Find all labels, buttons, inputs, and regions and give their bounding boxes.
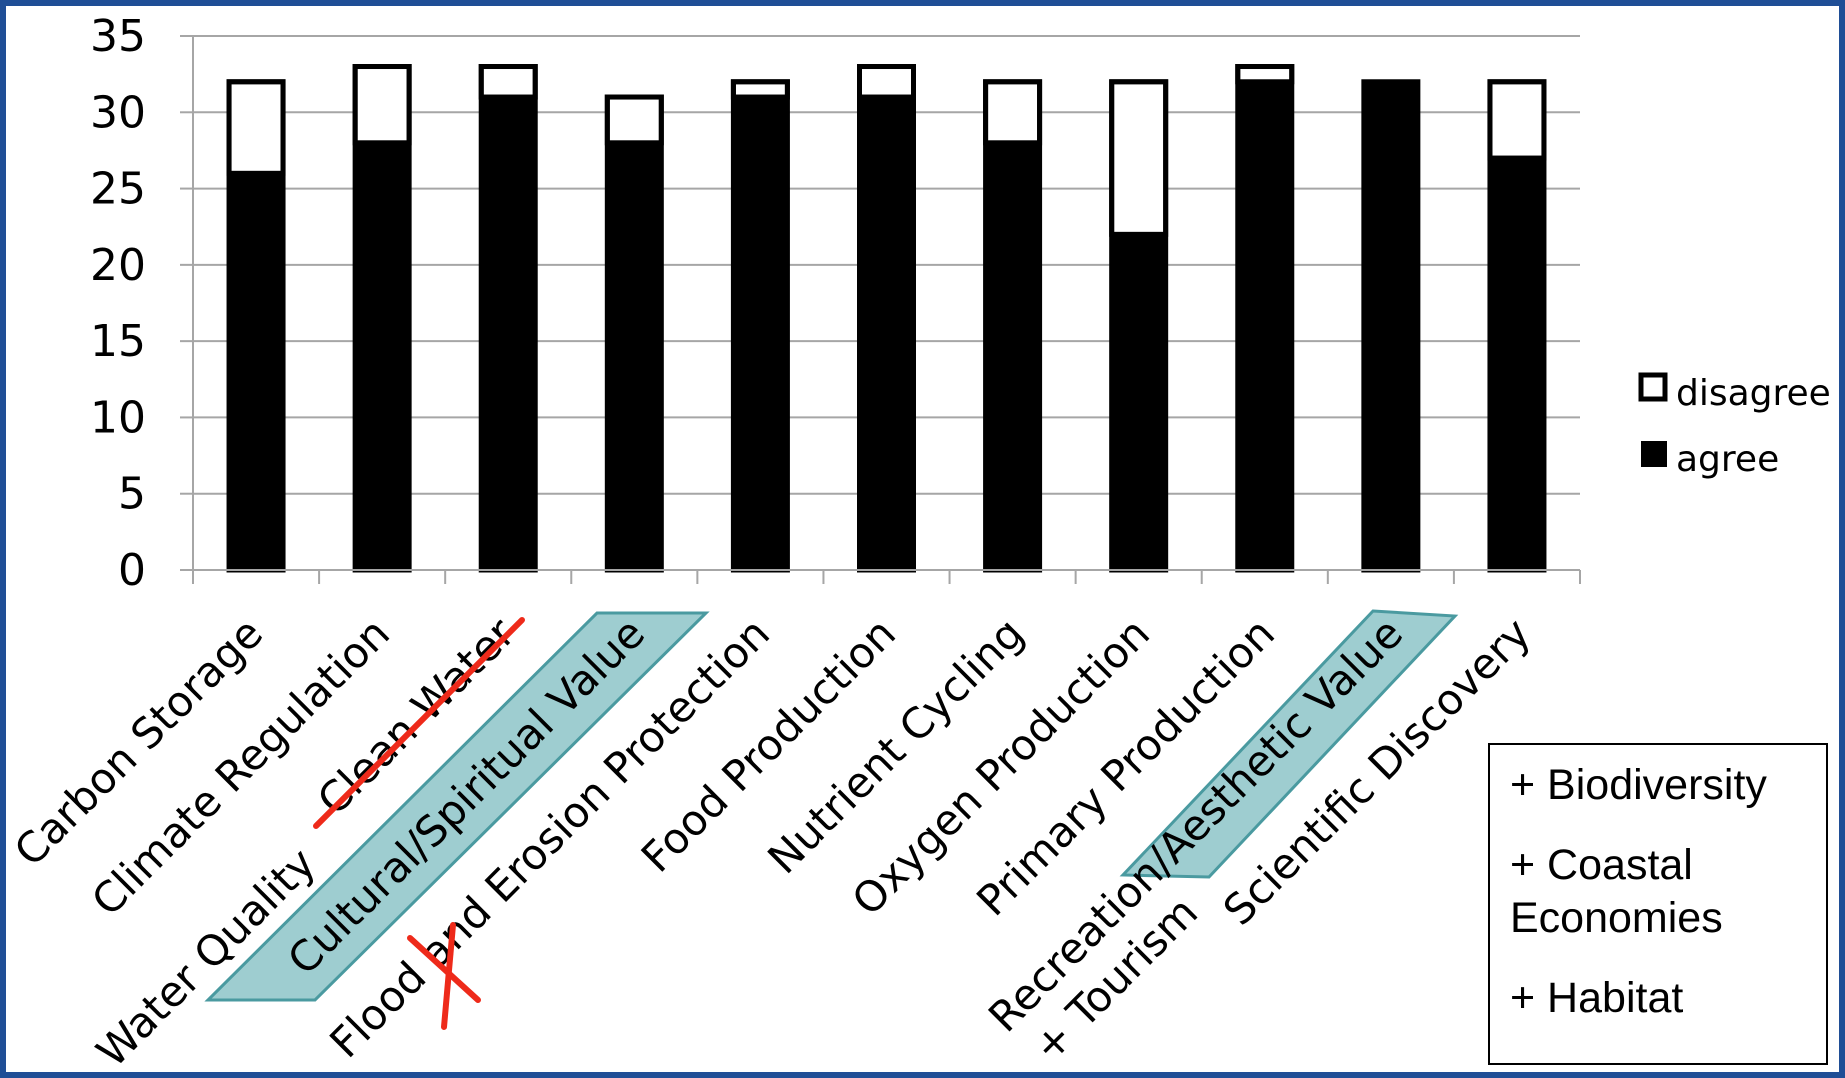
bar-disagree-5 [857, 64, 916, 100]
bar-agree-2 [481, 97, 536, 571]
y-tick-label-20: 20 [90, 240, 146, 291]
y-tick-label-0: 0 [118, 545, 146, 596]
bar-agree-6 [985, 142, 1040, 571]
highlight-recreation-aesthetic [1119, 609, 1459, 879]
extra-item-coastal-economies: + Coastal Economies [1510, 841, 1723, 942]
bar-agree-1 [355, 142, 410, 571]
bar-disagree-0 [226, 79, 286, 176]
y-tick-label-35: 35 [90, 11, 146, 62]
flood-and-cross-stroke-1 [407, 935, 481, 1003]
additional-services-box: + Biodiversity + Coastal Economies + Hab… [1488, 743, 1828, 1065]
legend-swatch-agree [1641, 441, 1667, 467]
bar-agree-3 [607, 142, 662, 571]
bar-agree-9 [1363, 81, 1418, 571]
bar-agree-8 [1237, 81, 1292, 571]
y-tick-label-25: 25 [90, 164, 146, 215]
y-tick-label-10: 10 [90, 392, 146, 443]
y-tick-label-5: 5 [118, 469, 146, 520]
bar-agree-7 [1111, 234, 1166, 571]
legend-label-agree: agree [1676, 439, 1779, 480]
bar-agree-10 [1489, 158, 1544, 571]
flood-and-cross-stroke-2 [441, 922, 456, 1030]
extra-item-habitat: + Habitat [1510, 974, 1684, 1023]
legend: disagree agree [1638, 372, 1831, 480]
bar-disagree-1 [352, 64, 412, 146]
bar-disagree-6 [983, 79, 1043, 146]
highlight-cultural-spiritual [204, 611, 710, 1002]
y-tick-label-15: 15 [90, 316, 146, 367]
y-axis: 0 5 10 15 20 25 30 35 [90, 11, 194, 596]
bar-agree-0 [229, 173, 284, 571]
bar-agree-4 [733, 97, 788, 571]
bar-agree-5 [859, 97, 914, 571]
legend-label-disagree: disagree [1676, 373, 1831, 414]
bar-disagree-7 [1109, 79, 1169, 237]
bar-disagree-2 [478, 64, 538, 100]
legend-swatch-disagree [1638, 372, 1668, 402]
y-tick-label-30: 30 [90, 87, 146, 138]
extra-item-biodiversity: + Biodiversity [1510, 761, 1767, 809]
x-axis [192, 569, 1581, 584]
bar-disagree-3 [604, 94, 664, 146]
bar-disagree-10 [1487, 79, 1547, 161]
clean-water-strikethrough [313, 617, 525, 829]
